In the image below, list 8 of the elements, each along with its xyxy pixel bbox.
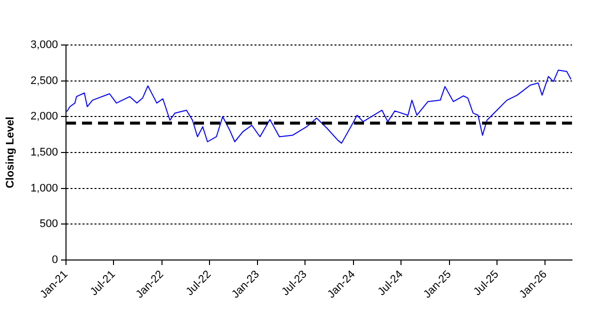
- y-tick-label: 2,500: [30, 74, 58, 87]
- y-tick-label: 3,000: [30, 39, 58, 52]
- y-axis-title: Closing Level: [4, 116, 17, 188]
- y-tick-label: 500: [40, 218, 58, 230]
- y-tick-label: 1,500: [30, 146, 58, 159]
- y-tick-label: 0: [52, 254, 58, 266]
- y-tick-label: 1,000: [30, 182, 58, 194]
- y-tick-label: 2,000: [30, 110, 58, 123]
